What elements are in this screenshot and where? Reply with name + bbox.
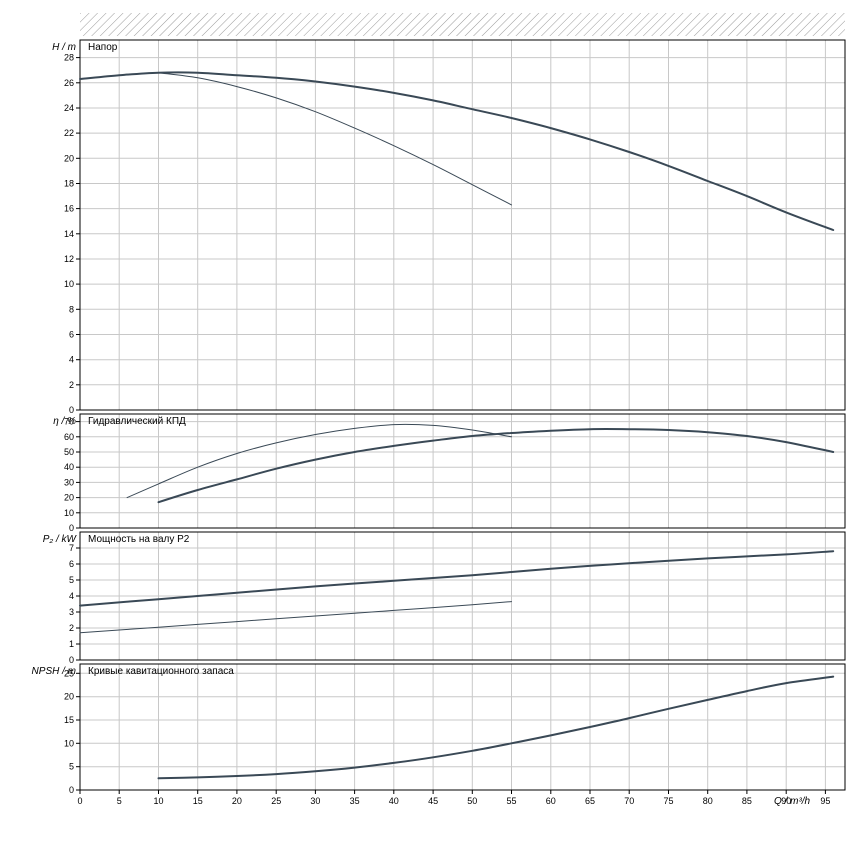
panel-title-shaft-power: Мощность на валу P2 (88, 534, 190, 545)
svg-text:70: 70 (64, 417, 74, 427)
svg-text:24: 24 (64, 103, 74, 113)
svg-text:75: 75 (663, 796, 673, 806)
y-axis-label-efficiency: η / % (53, 416, 76, 427)
svg-text:22: 22 (64, 128, 74, 138)
svg-text:95: 95 (820, 796, 830, 806)
svg-text:0: 0 (77, 796, 82, 806)
svg-text:65: 65 (585, 796, 595, 806)
svg-text:80: 80 (703, 796, 713, 806)
svg-text:10: 10 (64, 508, 74, 518)
svg-text:30: 30 (64, 477, 74, 487)
svg-text:25: 25 (64, 668, 74, 678)
svg-text:60: 60 (546, 796, 556, 806)
svg-text:70: 70 (624, 796, 634, 806)
y-axis-label-head: H / m (52, 42, 76, 53)
y-axis-label-npsh: NPSH / m (31, 666, 76, 677)
svg-text:0: 0 (69, 785, 74, 795)
svg-text:20: 20 (232, 796, 242, 806)
svg-text:2: 2 (69, 623, 74, 633)
svg-text:7: 7 (69, 543, 74, 553)
svg-text:15: 15 (64, 715, 74, 725)
svg-text:15: 15 (193, 796, 203, 806)
svg-text:4: 4 (69, 355, 74, 365)
svg-text:55: 55 (506, 796, 516, 806)
svg-text:0: 0 (69, 523, 74, 533)
svg-text:45: 45 (428, 796, 438, 806)
svg-text:18: 18 (64, 179, 74, 189)
svg-text:16: 16 (64, 204, 74, 214)
svg-text:40: 40 (389, 796, 399, 806)
svg-text:4: 4 (69, 591, 74, 601)
svg-text:10: 10 (153, 796, 163, 806)
svg-text:20: 20 (64, 692, 74, 702)
curve-main (79, 550, 835, 607)
panel-title-efficiency: Гидравлический КПД (88, 416, 186, 427)
svg-text:50: 50 (467, 796, 477, 806)
out-of-range-hatch (80, 13, 845, 36)
panel-title-npsh: Кривые кавитационного запаса (88, 666, 234, 677)
svg-text:85: 85 (742, 796, 752, 806)
curve-main (157, 428, 835, 504)
curve-secondary (158, 72, 512, 206)
svg-text:12: 12 (64, 254, 74, 264)
svg-text:5: 5 (69, 575, 74, 585)
svg-text:10: 10 (64, 738, 74, 748)
svg-text:10: 10 (64, 279, 74, 289)
svg-text:14: 14 (64, 229, 74, 239)
svg-text:0: 0 (69, 655, 74, 665)
svg-text:6: 6 (69, 330, 74, 340)
x-axis-label: Q / m³/h (774, 796, 811, 807)
svg-text:6: 6 (69, 559, 74, 569)
panel-title-head: Напор (88, 42, 118, 53)
svg-text:2: 2 (69, 380, 74, 390)
svg-text:50: 50 (64, 447, 74, 457)
curve-main (79, 71, 835, 231)
svg-text:5: 5 (69, 762, 74, 772)
svg-text:20: 20 (64, 493, 74, 503)
svg-text:3: 3 (69, 607, 74, 617)
y-axis-label-shaft-power: P₂ / kW (42, 534, 76, 545)
svg-text:8: 8 (69, 304, 74, 314)
svg-text:60: 60 (64, 432, 74, 442)
curve-main (157, 675, 835, 780)
svg-text:5: 5 (117, 796, 122, 806)
svg-text:35: 35 (350, 796, 360, 806)
svg-text:20: 20 (64, 153, 74, 163)
svg-text:28: 28 (64, 53, 74, 63)
svg-text:30: 30 (310, 796, 320, 806)
svg-text:25: 25 (271, 796, 281, 806)
curve-secondary (126, 423, 512, 499)
svg-text:0: 0 (69, 405, 74, 415)
svg-text:40: 40 (64, 462, 74, 472)
svg-text:26: 26 (64, 78, 74, 88)
svg-text:1: 1 (69, 639, 74, 649)
svg-text:90: 90 (781, 796, 791, 806)
curve-secondary (79, 601, 512, 634)
